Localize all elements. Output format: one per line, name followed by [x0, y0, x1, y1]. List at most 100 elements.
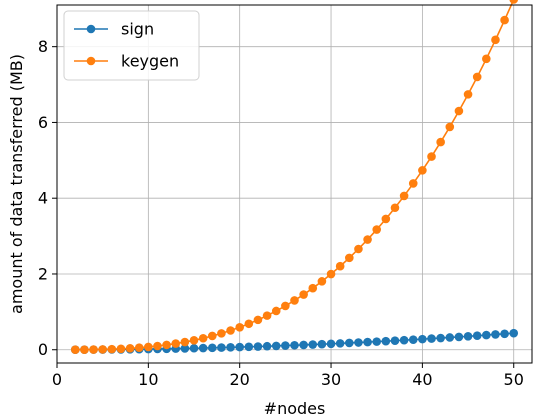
keygen-point — [418, 166, 427, 175]
keygen-point — [207, 331, 217, 341]
keygen-point — [116, 344, 126, 354]
keygen-point — [445, 122, 455, 132]
sign-point — [399, 335, 409, 345]
keygen-point — [399, 191, 409, 201]
keygen-point — [235, 323, 244, 332]
keygen-point — [290, 296, 299, 305]
sign-point — [418, 334, 427, 344]
keygen-point — [381, 214, 391, 224]
sign-point — [262, 341, 272, 351]
sign-point — [408, 335, 418, 344]
x-tick-label: 50 — [504, 370, 524, 389]
axis-ticks: 0 10 20 30 40 50 0 2 4 6 8 — [38, 37, 524, 389]
keygen-point — [144, 342, 153, 352]
x-tick-label: 0 — [52, 370, 62, 389]
sign-point — [363, 337, 372, 347]
x-axis-title: #nodes — [264, 399, 326, 418]
legend: sign keygen — [63, 10, 200, 81]
keygen-point — [317, 277, 327, 286]
series-keygen — [70, 0, 519, 355]
keygen-point — [299, 290, 308, 299]
sign-point — [180, 344, 190, 353]
sign-point — [491, 330, 500, 339]
sign-point — [335, 339, 345, 348]
sign-point — [235, 342, 244, 352]
keygen-point — [372, 225, 382, 234]
sign-point — [308, 340, 318, 349]
keygen-point — [98, 345, 107, 354]
sign-point — [354, 338, 363, 347]
sign-point — [482, 330, 491, 340]
y-tick-label: 8 — [38, 37, 48, 56]
sign-point — [445, 333, 455, 342]
sign-point — [253, 342, 263, 351]
y-tick-label: 6 — [38, 113, 48, 132]
legend-label-keygen: keygen — [121, 52, 179, 71]
keygen-point — [500, 15, 509, 25]
sign-point — [290, 340, 299, 350]
keygen-point — [107, 344, 117, 354]
keygen-point — [153, 341, 162, 351]
y-axis-title: amount of data transferred (MB) — [7, 54, 26, 314]
y-tick-label: 4 — [38, 189, 48, 208]
sign-point — [271, 341, 281, 351]
y-tick-label: 2 — [38, 264, 48, 283]
keygen-point — [134, 343, 144, 352]
x-tick-label: 20 — [230, 370, 250, 389]
sign-point — [500, 329, 509, 339]
keygen-point — [326, 269, 336, 279]
sign-point — [381, 336, 391, 346]
keygen-point — [390, 203, 400, 213]
y-tick-label: 0 — [38, 340, 48, 359]
keygen-point — [244, 319, 254, 329]
sign-point — [372, 337, 382, 346]
legend-label-sign: sign — [121, 20, 154, 39]
sign-point — [390, 336, 400, 345]
sign-point — [226, 343, 235, 352]
sign-point — [189, 343, 199, 353]
keygen-point — [354, 244, 363, 254]
keygen-point — [335, 261, 345, 271]
keygen-point — [253, 315, 263, 325]
keygen-point — [80, 345, 89, 354]
series-layer — [70, 0, 519, 355]
keygen-point — [70, 345, 80, 355]
sign-point — [436, 333, 445, 343]
keygen-point — [436, 137, 445, 147]
sign-point — [244, 342, 254, 352]
x-tick-label: 10 — [138, 370, 158, 389]
plot-frame — [56, 4, 533, 364]
sign-point — [509, 328, 519, 338]
keygen-point — [262, 311, 272, 320]
sign-point — [299, 340, 308, 350]
keygen-point — [491, 35, 500, 45]
keygen-point — [171, 339, 181, 348]
keygen-point — [189, 335, 199, 345]
legend-marker-sign — [86, 24, 96, 34]
keygen-point — [408, 179, 418, 188]
legend-marker-keygen — [86, 56, 96, 66]
keygen-point — [125, 344, 135, 353]
sign-point — [317, 339, 327, 349]
sign-point — [281, 341, 290, 350]
x-tick-label: 40 — [412, 370, 432, 389]
sign-point — [326, 339, 336, 349]
keygen-point — [281, 301, 290, 311]
sign-point — [463, 332, 473, 341]
keygen-point — [226, 326, 235, 335]
keygen-point — [363, 235, 372, 244]
keygen-point — [482, 54, 491, 64]
keygen-point — [89, 345, 98, 354]
keygen-point — [162, 340, 171, 350]
keygen-point — [217, 329, 226, 338]
keygen-point — [454, 106, 464, 116]
sign-point — [207, 343, 217, 353]
keygen-point — [308, 283, 318, 293]
x-tick-label: 30 — [321, 370, 341, 389]
sign-point — [427, 334, 436, 343]
keygen-point — [345, 253, 354, 263]
sign-point — [217, 343, 226, 352]
keygen-point — [427, 152, 436, 161]
keygen-point — [472, 72, 482, 82]
sign-point — [472, 331, 482, 341]
